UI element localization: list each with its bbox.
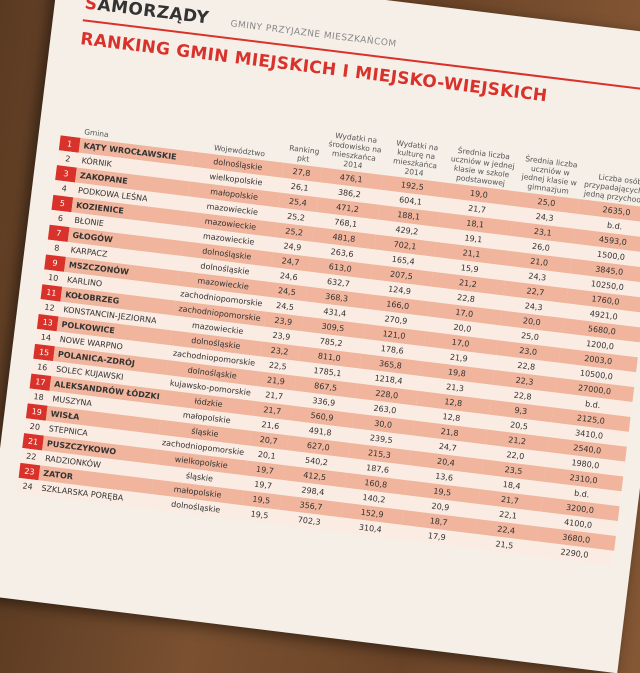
- column-header: Województwo: [213, 143, 266, 159]
- value-cell: 19,5: [239, 505, 280, 525]
- brand: SAMORZĄDY: [83, 0, 211, 29]
- section-label: GMINY PRZYJAZNE MIESZKAŃCOM: [229, 19, 398, 50]
- column-header: Wydatki na środowisko na mieszkańca 2014: [328, 130, 383, 171]
- column-header: Średnia liczba uczniów w jednej klasie w…: [521, 154, 579, 196]
- column-header: Średnia liczba uczniów w jednej klasie w…: [450, 145, 516, 188]
- table-body: 1 KĄTY WROCŁAWSKIE dolnośląskie 27,8 476,1 19…: [16, 135, 640, 566]
- column-header: Wydatki na kulturę na mieszkańca 2014: [392, 138, 439, 178]
- column-header: Gmina: [83, 127, 110, 140]
- ranking-table: Gmina Województwo Ranking pkt Wydatki na śr…: [16, 54, 640, 566]
- rank-cell: 24: [16, 477, 39, 496]
- column-header: Liczba osób przypadających na jedną przy…: [583, 172, 640, 206]
